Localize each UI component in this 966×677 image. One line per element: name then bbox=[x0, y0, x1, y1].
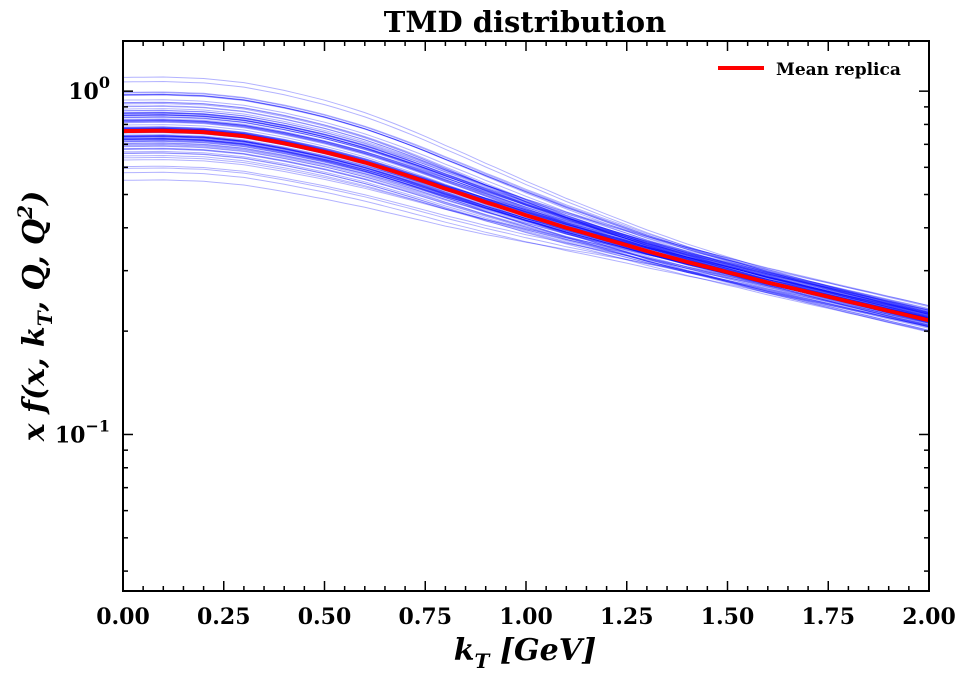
replica-line bbox=[122, 114, 930, 320]
replica-line bbox=[122, 167, 930, 324]
x-tick-label: 1.75 bbox=[801, 604, 855, 630]
replica-line bbox=[122, 171, 930, 328]
replica-line bbox=[122, 135, 930, 328]
replica-line bbox=[122, 142, 930, 326]
replica-line bbox=[122, 119, 930, 317]
x-tick-labels: 0.00 0.25 0.50 0.75 1.00 1.25 1.50 1.75 2.00 bbox=[96, 604, 956, 630]
x-tick-label: 1.50 bbox=[701, 604, 755, 630]
replica-line bbox=[122, 126, 930, 319]
x-tick-label: 1.25 bbox=[600, 604, 654, 630]
replica-line bbox=[123, 114, 930, 318]
replica-line bbox=[122, 108, 930, 315]
x-tick-label: 2.00 bbox=[902, 604, 956, 630]
replica-line bbox=[122, 119, 930, 313]
replica-line bbox=[122, 116, 930, 313]
replica-line bbox=[123, 127, 930, 316]
axis-ticks bbox=[122, 41, 930, 591]
replica-line bbox=[122, 145, 930, 329]
replica-line bbox=[122, 109, 930, 311]
x-tick-label: 0.00 bbox=[96, 604, 150, 630]
legend: Mean replica bbox=[718, 60, 901, 80]
replica-line bbox=[122, 152, 930, 328]
replica-line bbox=[122, 93, 930, 318]
chart-title: TMD distribution bbox=[384, 5, 666, 39]
mean-replica-line bbox=[122, 128, 930, 323]
replica-line bbox=[122, 114, 930, 316]
replica-line bbox=[122, 112, 930, 315]
replica-line bbox=[122, 159, 930, 314]
replica-line bbox=[122, 105, 930, 319]
plot-frame bbox=[122, 40, 930, 592]
replica-line bbox=[122, 126, 930, 318]
replica-line bbox=[122, 112, 930, 308]
replica-line bbox=[122, 143, 930, 311]
y-tick-labels: 100 10−1 bbox=[55, 73, 110, 448]
y-axis-label: x f(x, kT, Q, Q2) bbox=[13, 191, 57, 443]
replica-line bbox=[122, 94, 930, 313]
replica-line bbox=[122, 138, 930, 331]
y-tick-label: 10−1 bbox=[55, 416, 110, 448]
replica-line bbox=[122, 127, 930, 333]
replica-line bbox=[122, 148, 930, 324]
x-tick-label: 0.25 bbox=[197, 604, 251, 630]
replica-line bbox=[122, 112, 930, 318]
replica-line bbox=[122, 121, 930, 314]
replica-line bbox=[122, 148, 930, 328]
replica-line bbox=[122, 114, 930, 327]
replica-line bbox=[122, 150, 930, 327]
replica-line bbox=[122, 92, 930, 314]
replica-line bbox=[122, 80, 930, 315]
replica-line bbox=[122, 138, 930, 332]
replica-line bbox=[122, 93, 930, 315]
replica-line bbox=[122, 91, 930, 313]
replica-line bbox=[122, 119, 930, 311]
x-axis-label: kT [GeV] bbox=[454, 633, 597, 673]
replica-line bbox=[122, 120, 930, 319]
replica-line bbox=[122, 147, 930, 323]
replica-line bbox=[122, 94, 930, 315]
replica-line bbox=[122, 113, 930, 320]
x-tick-label: 0.50 bbox=[298, 604, 352, 630]
replica-line bbox=[122, 152, 930, 332]
replica-line bbox=[122, 112, 930, 318]
replica-line bbox=[122, 138, 930, 317]
mean-curve-group bbox=[122, 128, 930, 323]
replica-line bbox=[122, 110, 930, 317]
x-tick-label: 0.75 bbox=[398, 604, 452, 630]
replica-line bbox=[122, 101, 930, 328]
y-tick-label: 100 bbox=[68, 73, 110, 105]
replica-line bbox=[122, 116, 930, 307]
replica-line bbox=[122, 135, 930, 326]
x-tick-label: 1.00 bbox=[499, 604, 553, 630]
replica-line bbox=[122, 154, 930, 328]
replica-line bbox=[122, 111, 930, 321]
replica-line bbox=[122, 76, 930, 313]
legend-label-mean: Mean replica bbox=[776, 60, 901, 80]
replica-line bbox=[122, 99, 930, 319]
